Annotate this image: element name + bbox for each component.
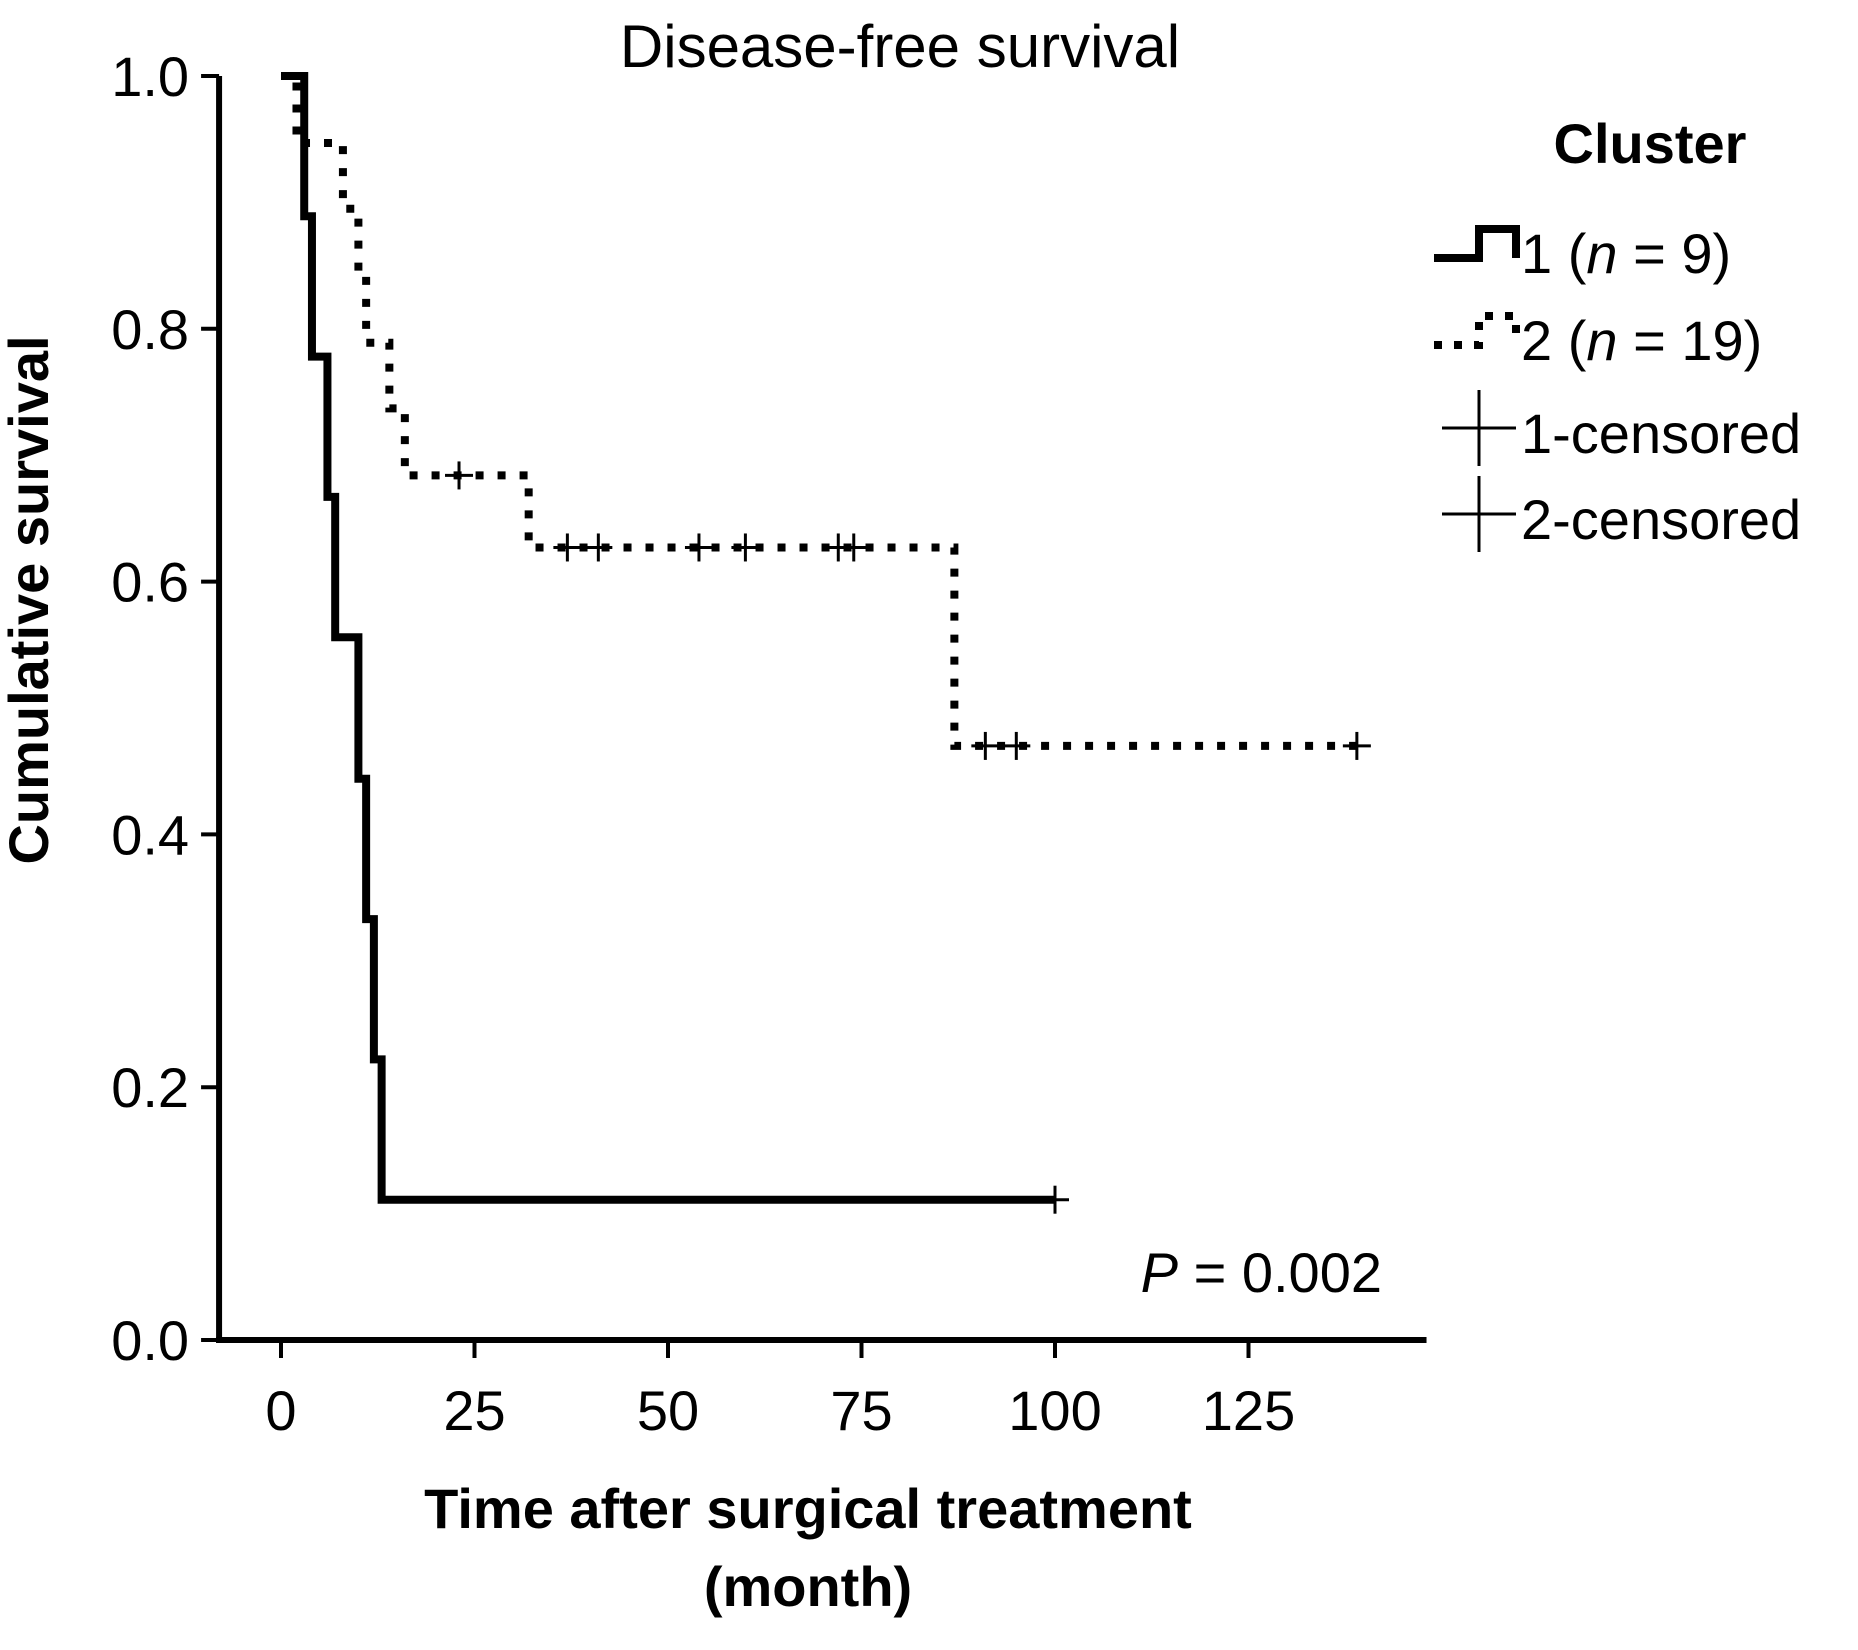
axes [216, 76, 1427, 1343]
legend-swatch-censor [1442, 390, 1516, 466]
legend-label-4: 2-censored [1521, 488, 1801, 551]
legend: Cluster 1 (n = 9) 2 (n = 19) 1-censored 2-ce… [1434, 112, 1801, 552]
y-tick-label: 0.6 [111, 551, 189, 614]
y-tick-label: 1.0 [111, 45, 189, 108]
x-tick-label: 100 [1008, 1379, 1101, 1442]
x-tick-label: 75 [830, 1379, 892, 1442]
legend-label-3: 1-censored [1521, 402, 1801, 465]
series-2-censor-mark [553, 533, 582, 562]
legend-label-2: 2 (n = 19) [1521, 309, 1762, 372]
survival-curves [281, 72, 1371, 1214]
legend-label-1: 1 (n = 9) [1521, 222, 1731, 285]
legend-swatch-dotted [1434, 312, 1520, 349]
x-axis-label-line2: (month) [704, 1555, 912, 1618]
x-tick-label: 50 [637, 1379, 699, 1442]
series-2-censor-mark [684, 533, 713, 562]
p-value-annotation: P = 0.002 [1141, 1241, 1382, 1304]
y-axis-label: Cumulative survival [0, 335, 60, 864]
series-2-censor-mark [445, 461, 474, 490]
x-tick-label: 0 [265, 1379, 296, 1442]
series-2-censor-mark [839, 533, 868, 562]
y-tick-label: 0.2 [111, 1056, 189, 1119]
x-tick-label: 125 [1202, 1379, 1295, 1442]
x-axis-label-line1: Time after surgical treatment [424, 1477, 1192, 1540]
y-tick-label: 0.8 [111, 298, 189, 361]
series-2-censor-mark [971, 731, 1000, 760]
axis-ticks: 0.0 0.2 0.4 0.6 0.8 1.0 0 25 50 75 100 125 [111, 45, 1295, 1442]
legend-title: Cluster [1554, 112, 1747, 175]
x-tick-label: 25 [443, 1379, 505, 1442]
legend-swatch-censor [1442, 476, 1516, 552]
series-2-censor-mark [1002, 731, 1031, 760]
series-2-censor-mark [731, 533, 760, 562]
series-2-censor-mark [584, 533, 613, 562]
y-tick-label: 0.0 [111, 1309, 189, 1372]
series-2-censor-mark [1342, 731, 1371, 760]
legend-swatch-solid [1434, 225, 1520, 262]
series-2-curve [281, 72, 1365, 750]
chart-title: Disease-free survival [620, 13, 1180, 80]
y-tick-label: 0.4 [111, 803, 189, 866]
series-1-censor-mark [1041, 1185, 1069, 1214]
series-1-curve [281, 72, 1055, 1204]
